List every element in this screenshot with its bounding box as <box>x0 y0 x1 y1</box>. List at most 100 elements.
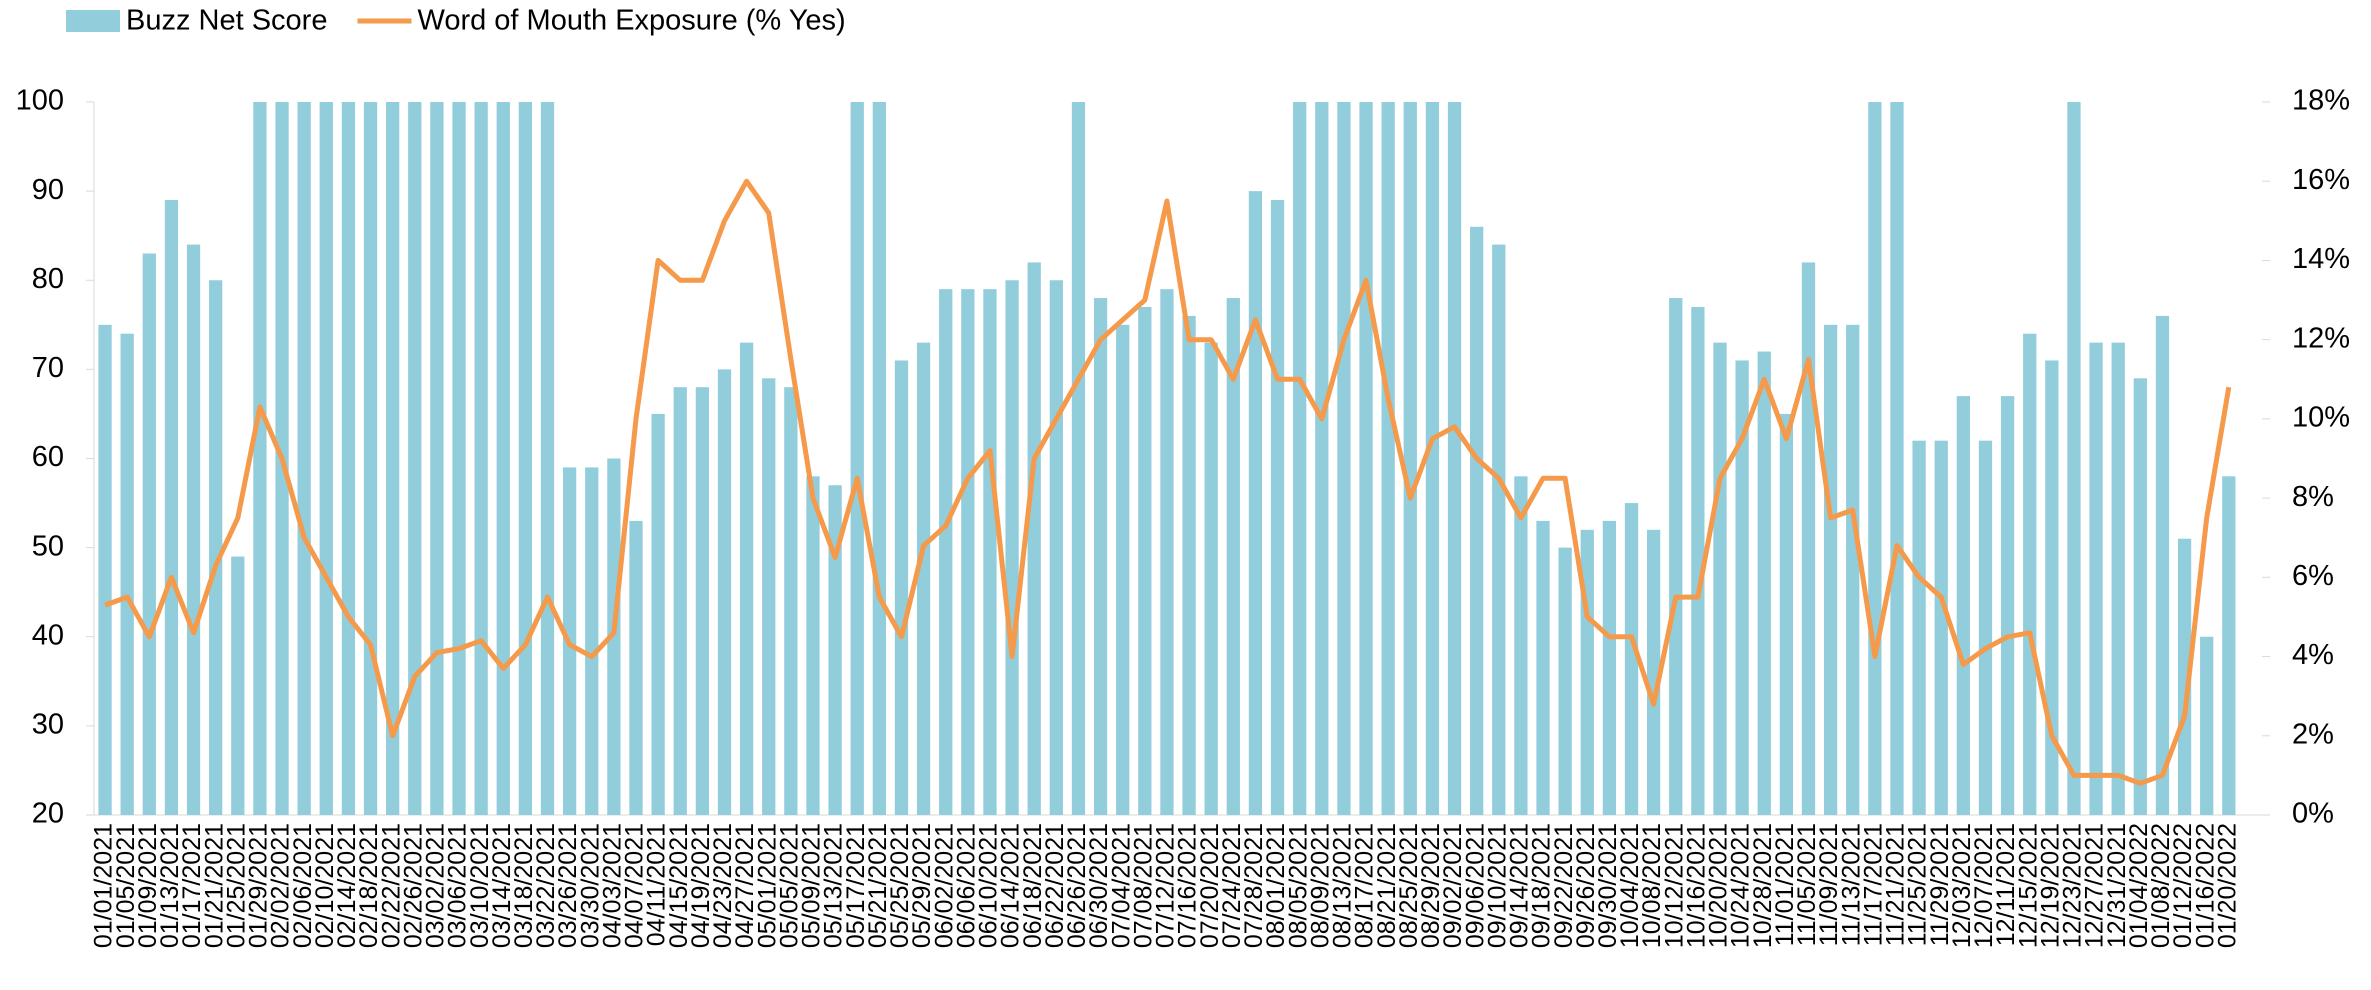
bar <box>341 102 356 815</box>
x-tick-label: 02/18/2021 <box>355 823 383 948</box>
x-tick-label: 08/13/2021 <box>1329 823 1357 948</box>
x-tick-label: 03/10/2021 <box>466 823 494 948</box>
y2-tick-label: 6% <box>2292 560 2334 592</box>
bar <box>1846 324 1860 815</box>
bar <box>1691 306 1705 815</box>
x-tick-label: 04/03/2021 <box>598 823 626 948</box>
y-tick-label: 20 <box>32 798 64 830</box>
bar <box>695 387 710 815</box>
x-tick-label: 05/21/2021 <box>864 823 892 948</box>
x-tick-label: 03/02/2021 <box>422 823 450 948</box>
x-tick-label: 07/16/2021 <box>1174 823 1202 948</box>
y2-tick-label: 0% <box>2292 798 2334 830</box>
bar <box>1337 102 1351 815</box>
bar <box>120 333 134 815</box>
bar <box>209 280 223 815</box>
x-tick-label: 11/29/2021 <box>1926 823 1954 946</box>
x-tick-label: 10/16/2021 <box>1682 823 1710 948</box>
x-tick-label: 12/31/2021 <box>2103 823 2131 948</box>
bar <box>1646 529 1661 815</box>
x-tick-label: 12/07/2021 <box>1970 823 1998 948</box>
bar <box>1536 520 1550 815</box>
bar <box>2067 102 2081 815</box>
bar <box>939 289 953 816</box>
bar <box>894 360 909 815</box>
bar <box>1005 280 1019 815</box>
bar <box>1182 315 1196 815</box>
x-tick-label: 01/16/2022 <box>2191 823 2219 948</box>
x-tick-label: 10/20/2021 <box>1705 823 1733 948</box>
x-tick-label: 11/09/2021 <box>1815 823 1843 946</box>
x-tick-label: 06/26/2021 <box>1063 823 1091 948</box>
bar <box>916 342 931 815</box>
x-tick-label: 08/17/2021 <box>1351 823 1379 948</box>
y2-tick-label: 10% <box>2292 402 2350 434</box>
x-tick-label: 01/04/2022 <box>2125 823 2153 948</box>
x-tick-label: 01/29/2021 <box>245 823 273 948</box>
bar <box>1558 547 1572 815</box>
bar <box>1293 102 1307 815</box>
bar <box>1934 440 1948 815</box>
x-tick-label: 07/24/2021 <box>1218 823 1246 948</box>
x-tick-label: 05/25/2021 <box>886 823 914 948</box>
x-tick-label: 04/19/2021 <box>687 823 715 948</box>
x-tick-label: 09/30/2021 <box>1594 823 1622 948</box>
bar <box>1492 244 1506 816</box>
bar <box>1801 262 1816 815</box>
bar <box>319 102 333 815</box>
x-tick-label: 08/21/2021 <box>1373 823 1401 948</box>
x-tick-label: 08/05/2021 <box>1284 823 1312 948</box>
x-tick-label: 06/14/2021 <box>997 823 1025 948</box>
bar <box>386 102 400 815</box>
y-tick-label: 60 <box>32 441 64 473</box>
x-tick-label: 09/06/2021 <box>1461 823 1489 948</box>
x-tick-label: 01/05/2021 <box>112 823 140 948</box>
x-tick-label: 12/19/2021 <box>2036 823 2064 948</box>
x-tick-label: 06/10/2021 <box>975 823 1003 948</box>
bar <box>1270 200 1285 816</box>
bar <box>186 244 201 816</box>
bar <box>806 476 820 815</box>
y-tick-label: 40 <box>32 619 64 651</box>
bar <box>983 289 997 816</box>
x-tick-label: 11/01/2021 <box>1771 823 1799 946</box>
legend-label: Buzz Net Score <box>126 5 327 37</box>
bar <box>1160 289 1174 816</box>
x-tick-label: 08/09/2021 <box>1306 823 1334 948</box>
x-tick-label: 03/30/2021 <box>576 823 604 948</box>
x-tick-label: 07/12/2021 <box>1152 823 1180 948</box>
x-tick-label: 01/09/2021 <box>134 823 162 948</box>
bar <box>872 102 886 815</box>
bar <box>629 520 643 815</box>
bar <box>1315 102 1329 815</box>
bar <box>142 253 156 815</box>
y2-tick-label: 14% <box>2292 243 2350 275</box>
bar <box>1624 503 1639 815</box>
bar <box>2133 378 2147 815</box>
bar <box>717 369 732 815</box>
bar <box>2222 476 2236 815</box>
bar <box>1116 324 1130 815</box>
x-tick-label: 07/04/2021 <box>1107 823 1135 948</box>
bar <box>673 387 687 815</box>
x-tick-label: 03/06/2021 <box>444 823 472 948</box>
bar <box>1713 342 1727 815</box>
y-tick-label: 50 <box>32 530 64 562</box>
x-tick-label: 02/02/2021 <box>267 823 295 948</box>
x-tick-label: 09/14/2021 <box>1506 823 1534 948</box>
x-tick-label: 01/12/2022 <box>2169 823 2197 948</box>
x-tick-label: 07/20/2021 <box>1196 823 1224 948</box>
bar <box>297 102 311 815</box>
bar <box>1602 520 1617 815</box>
bar <box>253 102 267 815</box>
x-tick-label: 08/25/2021 <box>1395 823 1423 948</box>
y-tick-label: 90 <box>32 174 64 206</box>
bar <box>1868 102 1882 815</box>
y-tick-label: 70 <box>32 352 64 384</box>
bar <box>1359 102 1373 815</box>
y2-tick-label: 12% <box>2292 322 2350 354</box>
y-tick-label: 100 <box>16 85 64 117</box>
legend-label: Word of Mouth Exposure (% Yes) <box>417 5 845 37</box>
bar <box>784 387 798 815</box>
